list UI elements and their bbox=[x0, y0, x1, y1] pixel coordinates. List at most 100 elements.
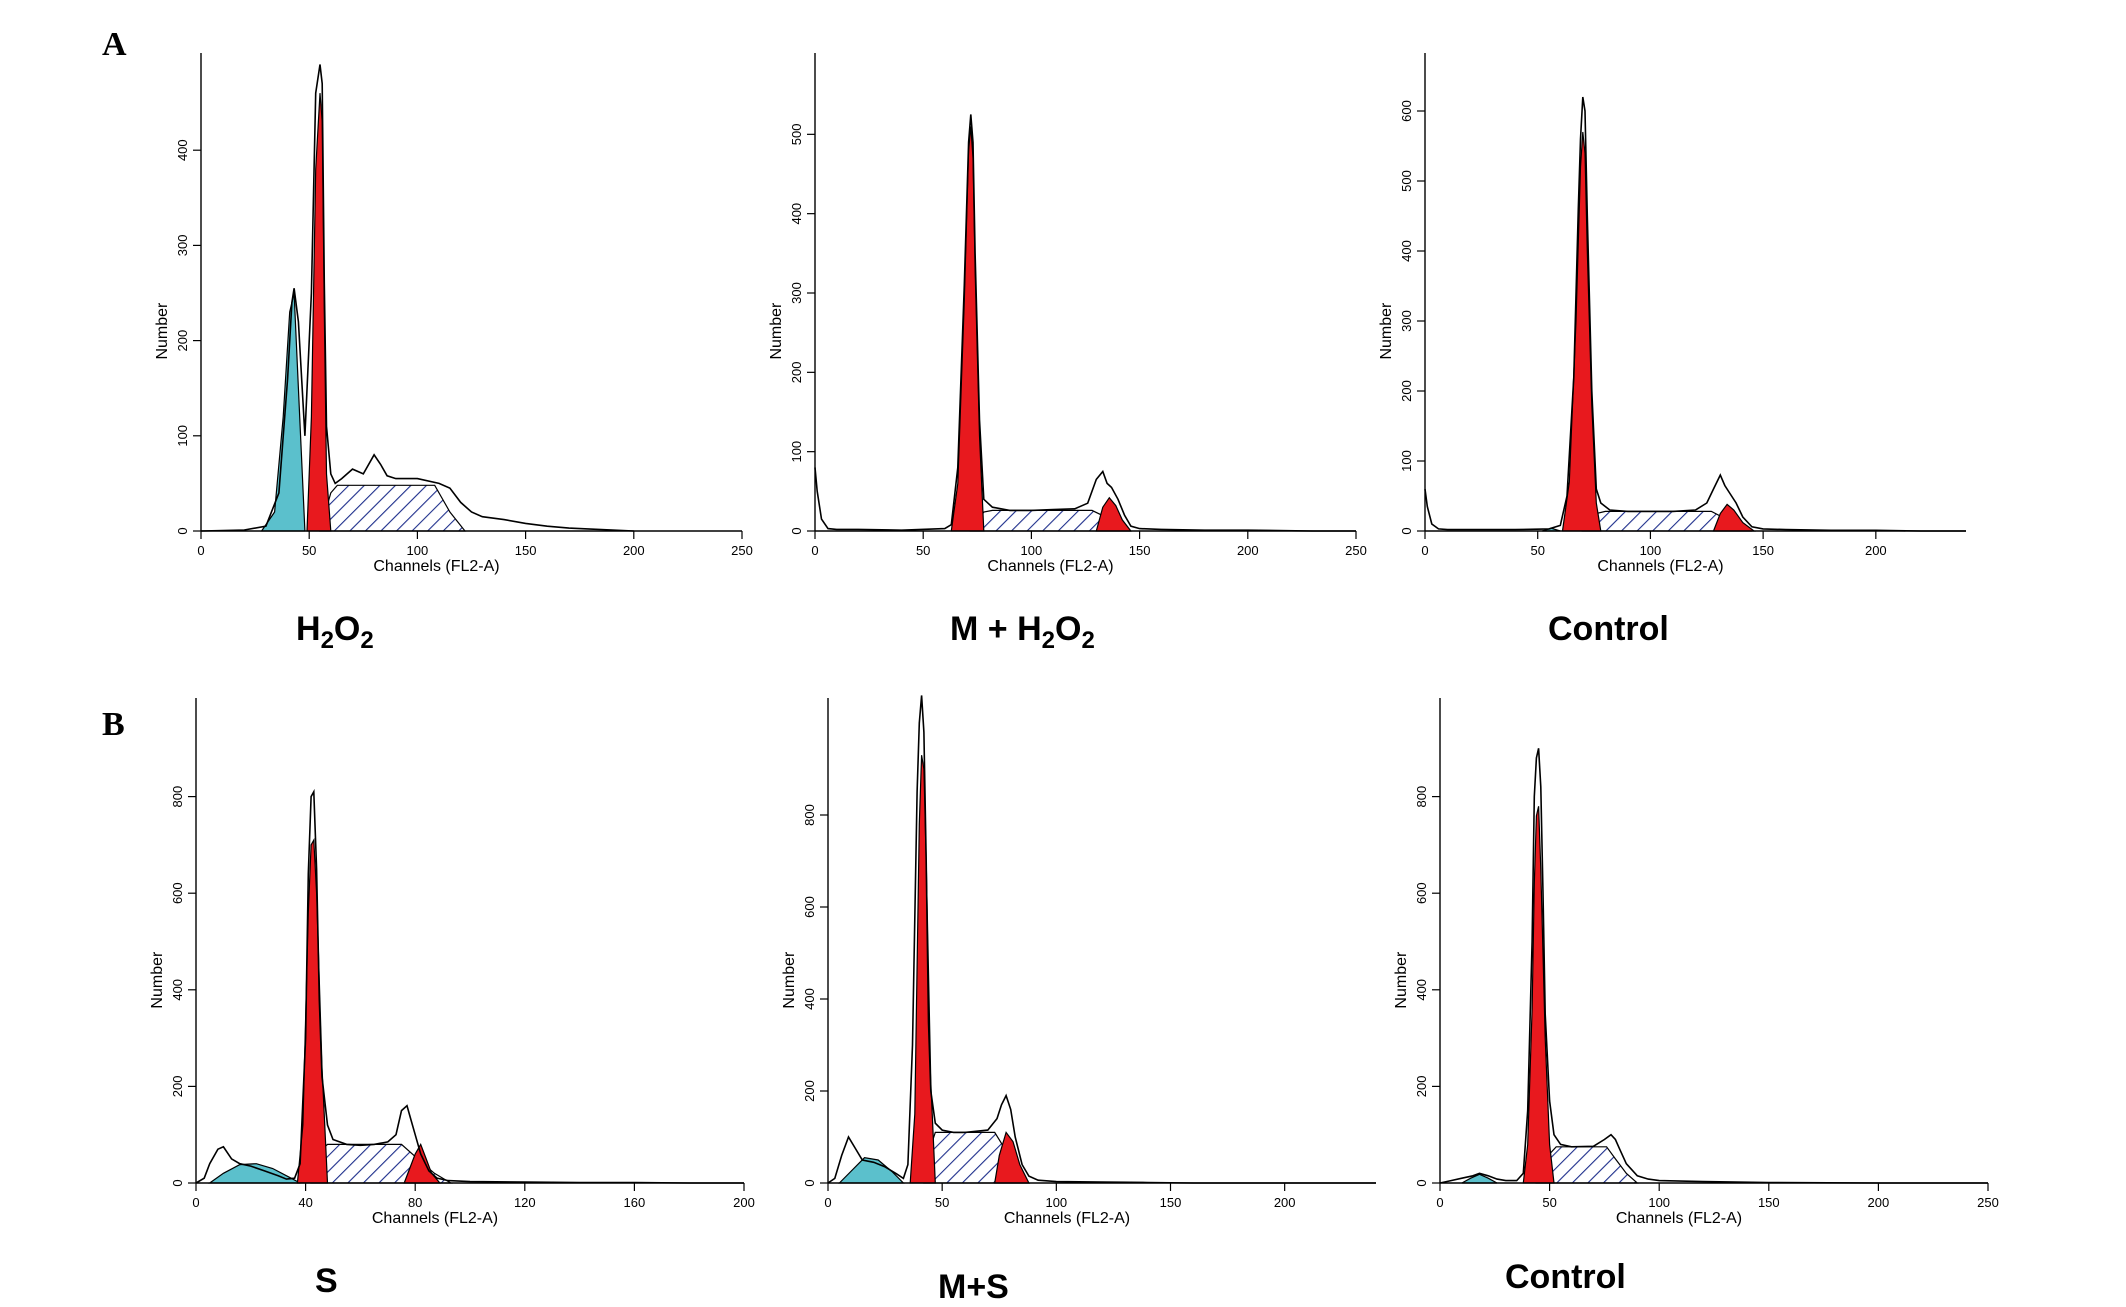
histogram-outline bbox=[195, 788, 744, 1184]
histogram-outline bbox=[1424, 96, 1966, 532]
x-tick-label: 200 bbox=[1274, 1195, 1296, 1210]
condition-caption: M + H2O2 bbox=[950, 610, 1095, 654]
y-tick-label: 200 bbox=[802, 1080, 817, 1102]
x-tick-label: 50 bbox=[935, 1195, 949, 1210]
x-tick-label: 200 bbox=[1865, 543, 1887, 558]
y-tick-label: 500 bbox=[789, 123, 804, 145]
condition-caption: Control bbox=[1505, 1258, 1626, 1296]
y-tick-label: 800 bbox=[170, 786, 185, 808]
y-axis-label: Number bbox=[149, 951, 166, 1009]
y-tick-label: 400 bbox=[1414, 979, 1429, 1001]
histogram-outline bbox=[827, 695, 1376, 1184]
x-tick-label: 250 bbox=[1977, 1195, 1999, 1210]
g2-peak-area bbox=[1095, 496, 1133, 532]
condition-caption: S bbox=[315, 1262, 338, 1300]
y-tick-label: 500 bbox=[1399, 170, 1414, 192]
sphase-hatched-area bbox=[319, 484, 467, 532]
x-tick-label: 200 bbox=[623, 543, 645, 558]
y-axis-label: Number bbox=[768, 302, 785, 360]
x-tick-label: 150 bbox=[1129, 543, 1151, 558]
y-tick-label: 200 bbox=[1399, 380, 1414, 402]
x-tick-label: 200 bbox=[1237, 543, 1259, 558]
histogram-3: 0 50 100 150 200 0 100 200 300 400 500 600 Channels … bbox=[1378, 53, 1966, 575]
x-axis-label: Channels (FL2-A) bbox=[373, 558, 499, 575]
y-tick-label: 400 bbox=[175, 139, 190, 161]
y-tick-label: 100 bbox=[789, 441, 804, 463]
histogram-6: 0 50 100 150 200 250 0 200 400 600 800 Channels (FL… bbox=[1393, 698, 1999, 1227]
x-axis-label: Channels (FL2-A) bbox=[987, 558, 1113, 575]
y-tick-label: 400 bbox=[1399, 240, 1414, 262]
y-tick-label: 800 bbox=[802, 804, 817, 826]
x-tick-label: 250 bbox=[1345, 543, 1367, 558]
y-tick-label: 200 bbox=[175, 330, 190, 352]
condition-caption: Control bbox=[1548, 610, 1669, 648]
y-tick-label: 400 bbox=[789, 203, 804, 225]
y-tick-label: 600 bbox=[1399, 100, 1414, 122]
g2-peak-area bbox=[1712, 503, 1756, 532]
histogram-5: 0 50 100 150 200 0 200 400 600 800 Channels (FL2-A… bbox=[781, 695, 1376, 1227]
x-axis-label: Channels (FL2-A) bbox=[1004, 1210, 1130, 1227]
y-tick-label: 300 bbox=[789, 282, 804, 304]
panel-label-a: A bbox=[102, 26, 127, 63]
x-tick-label: 0 bbox=[824, 1195, 831, 1210]
y-tick-label: 400 bbox=[170, 979, 185, 1001]
x-tick-label: 200 bbox=[1868, 1195, 1890, 1210]
y-tick-label: 0 bbox=[802, 1179, 817, 1186]
x-tick-label: 200 bbox=[733, 1195, 755, 1210]
y-tick-label: 600 bbox=[1414, 882, 1429, 904]
x-tick-label: 50 bbox=[916, 543, 930, 558]
condition-caption: M+S bbox=[938, 1268, 1009, 1306]
y-axis-label: Number bbox=[1393, 951, 1410, 1009]
y-tick-label: 0 bbox=[789, 527, 804, 534]
y-tick-label: 400 bbox=[802, 988, 817, 1010]
y-tick-label: 100 bbox=[1399, 450, 1414, 472]
x-tick-label: 50 bbox=[1530, 543, 1544, 558]
x-tick-label: 250 bbox=[731, 543, 753, 558]
histogram-outline bbox=[814, 114, 1356, 532]
x-tick-label: 150 bbox=[1758, 1195, 1780, 1210]
x-tick-label: 0 bbox=[811, 543, 818, 558]
y-axis-label: Number bbox=[1378, 302, 1395, 360]
x-tick-label: 100 bbox=[1648, 1195, 1670, 1210]
y-tick-label: 0 bbox=[175, 527, 190, 534]
apoptotic-peak-area bbox=[207, 1163, 301, 1184]
x-tick-label: 0 bbox=[1421, 543, 1428, 558]
y-tick-label: 600 bbox=[170, 882, 185, 904]
x-tick-label: 120 bbox=[514, 1195, 536, 1210]
x-tick-label: 0 bbox=[192, 1195, 199, 1210]
g1-peak-area bbox=[1522, 806, 1555, 1184]
x-tick-label: 50 bbox=[302, 543, 316, 558]
histogram-1: 0 50 100 150 200 250 0 100 200 300 400 Channels (FL… bbox=[154, 53, 753, 575]
x-tick-label: 100 bbox=[1021, 543, 1043, 558]
y-tick-label: 600 bbox=[802, 896, 817, 918]
y-tick-label: 200 bbox=[1414, 1076, 1429, 1098]
y-tick-label: 0 bbox=[1414, 1179, 1429, 1186]
x-tick-label: 150 bbox=[515, 543, 537, 558]
x-axis-label: Channels (FL2-A) bbox=[372, 1210, 498, 1227]
x-tick-label: 50 bbox=[1542, 1195, 1556, 1210]
y-tick-label: 200 bbox=[789, 361, 804, 383]
y-axis-label: Number bbox=[781, 951, 798, 1009]
histogram-2: 0 50 100 150 200 250 0 100 200 300 400 500 Channels … bbox=[768, 53, 1367, 575]
condition-caption: H2O2 bbox=[296, 610, 374, 654]
x-tick-label: 150 bbox=[1752, 543, 1774, 558]
x-tick-label: 100 bbox=[1045, 1195, 1067, 1210]
x-tick-label: 0 bbox=[1436, 1195, 1443, 1210]
x-tick-label: 160 bbox=[624, 1195, 646, 1210]
apoptotic-peak-area bbox=[1461, 1173, 1498, 1184]
y-tick-label: 0 bbox=[1399, 527, 1414, 534]
histogram-outline bbox=[200, 64, 634, 532]
y-axis-label: Number bbox=[154, 302, 171, 360]
y-tick-label: 800 bbox=[1414, 786, 1429, 808]
x-tick-label: 40 bbox=[298, 1195, 312, 1210]
x-tick-label: 100 bbox=[1640, 543, 1662, 558]
y-tick-label: 200 bbox=[170, 1076, 185, 1098]
x-tick-label: 0 bbox=[197, 543, 204, 558]
y-tick-label: 300 bbox=[1399, 310, 1414, 332]
histogram-4: 0 40 80 120 160 200 0 200 400 600 800 Channels (FL2… bbox=[149, 698, 755, 1227]
y-tick-label: 100 bbox=[175, 425, 190, 447]
x-tick-label: 80 bbox=[408, 1195, 422, 1210]
histogram-outline bbox=[1439, 748, 1988, 1184]
y-tick-label: 0 bbox=[170, 1179, 185, 1186]
